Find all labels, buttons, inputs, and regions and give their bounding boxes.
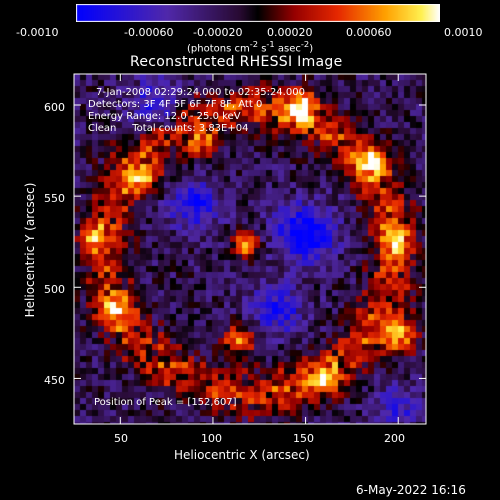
colorbar-units: (photons cm-2 s-1 asec-2) <box>187 39 314 55</box>
colorbar-tick-label: 0.00060 <box>346 26 392 39</box>
peak-position-text: Position of Peak = [152,607] <box>94 397 237 408</box>
x-tick-label: 200 <box>384 432 405 445</box>
colorbar-tick-label: -0.0010 <box>16 26 59 39</box>
x-axis-label: Heliocentric X (arcsec) <box>174 448 310 462</box>
y-axis-label: Heliocentric Y (arcsec) <box>23 182 37 318</box>
colorbar <box>76 4 440 22</box>
observation-info: 7-Jan-2008 02:29:24.000 to 02:35:24.000 … <box>88 87 305 135</box>
colorbar-tick-label: 0.0010 <box>444 26 483 39</box>
y-tick-label: 600 <box>44 101 65 114</box>
x-tick-label: 50 <box>114 432 128 445</box>
detectors-text: Detectors: 3F 4F 5F 6F 7F 8F, Att 0 <box>88 99 263 110</box>
x-tick-label: 100 <box>201 432 222 445</box>
chart-title: Reconstructed RHESSI Image <box>130 54 343 70</box>
y-tick-label: 500 <box>44 283 65 296</box>
y-tick-label: 550 <box>44 192 65 205</box>
y-tick-label: 450 <box>44 374 65 387</box>
colorbar-tick-label: 0.00020 <box>267 26 313 39</box>
x-tick-label: 150 <box>293 432 314 445</box>
colorbar-tick-label: -0.00060 <box>124 26 174 39</box>
energy-range-text: Energy Range: 12.0 - 25.0 keV <box>88 111 241 122</box>
clean-counts-text: Clean Total counts: 3.83E+04 <box>88 123 249 134</box>
footer-timestamp: 6-May-2022 16:16 <box>356 483 466 497</box>
colorbar-tick-label: -0.00020 <box>193 26 243 39</box>
time-range-text: 7-Jan-2008 02:29:24.000 to 02:35:24.000 <box>96 87 305 98</box>
